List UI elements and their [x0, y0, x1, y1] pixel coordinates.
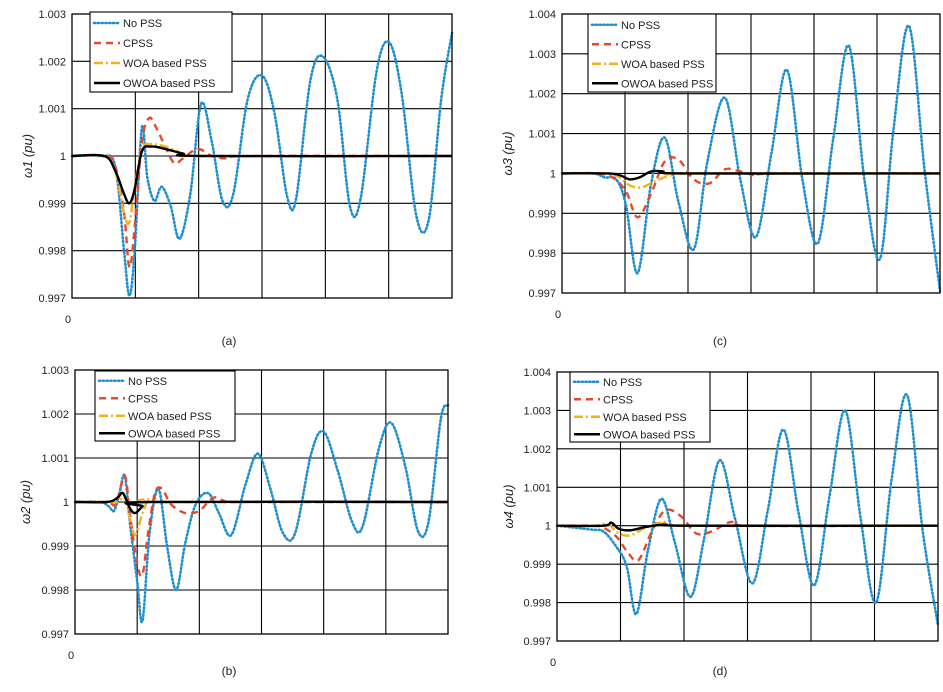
- legend-label: OWOA based PSS: [621, 78, 713, 90]
- legend-label: No PSS: [123, 18, 162, 30]
- panel-caption: (c): [713, 334, 727, 348]
- chart-panel-0: 0.997 0.998 0.999 1 1.001 1.002 1.003 0 No PSS CP…: [20, 9, 454, 348]
- y-tick-label: 0.997: [41, 629, 69, 641]
- y-tick-label: 1.003: [38, 9, 66, 21]
- y-tick-label: 0.999: [523, 559, 551, 571]
- y-tick-label: 0.999: [41, 541, 69, 553]
- y-tick-label: 0.999: [528, 208, 556, 220]
- y-tick-label: 0.997: [523, 636, 551, 648]
- y-tick-label: 1.001: [41, 453, 69, 465]
- legend: No PSS CPSS WOA based PSS OWOA based PSS: [94, 370, 236, 442]
- legend-label: No PSS: [128, 376, 167, 388]
- legend-label: WOA based PSS: [123, 58, 207, 70]
- panel-caption: (a): [222, 334, 237, 348]
- series-line-woa: [75, 495, 449, 537]
- y-axis-label: ω3 (pu): [500, 131, 515, 175]
- y-tick-label: 1.004: [528, 9, 556, 21]
- series-line-owoa: [561, 169, 941, 181]
- y-tick-label: 1.003: [528, 49, 556, 61]
- series-line-nopss: [560, 24, 942, 293]
- plot-border: [71, 13, 453, 299]
- series-line-woa: [561, 172, 941, 189]
- series-line-owoa: [74, 491, 449, 515]
- x-tick-label: 0: [65, 314, 71, 326]
- chart-panel-3: 0.997 0.998 0.999 1 1.001 1.002 1.003 1.004 0 No …: [501, 367, 940, 678]
- y-tick-label: 0.998: [523, 598, 551, 610]
- panel-caption: (d): [713, 664, 728, 678]
- series-line-woa: [556, 520, 939, 537]
- x-tick-label: 0: [550, 657, 556, 669]
- y-tick-label: 1.001: [523, 482, 551, 494]
- legend-label: No PSS: [603, 377, 642, 389]
- legend: No PSS CPSS WOA based PSS OWOA based PSS: [89, 11, 233, 93]
- y-axis-label: ω1 (pu): [20, 134, 35, 178]
- legend: No PSS CPSS WOA based PSS OWOA based PSS: [569, 371, 711, 443]
- y-tick-label: 1: [545, 521, 551, 533]
- y-tick-label: 1: [60, 151, 66, 163]
- panel-caption: (b): [222, 664, 237, 678]
- legend-box: [587, 13, 717, 93]
- series-line-cpss: [556, 508, 939, 563]
- y-tick-label: 0.998: [528, 248, 556, 260]
- legend-label: WOA based PSS: [621, 59, 705, 71]
- y-tick-label: 1.002: [528, 89, 556, 101]
- legend-label: OWOA based PSS: [128, 428, 220, 440]
- chart-panel-1: 0.997 0.998 0.999 1 1.001 1.002 1.003 1.004 0 No …: [500, 9, 942, 348]
- y-tick-label: 1: [63, 497, 69, 509]
- y-axis-label: ω2 (pu): [18, 480, 33, 524]
- legend-box: [89, 11, 233, 93]
- x-tick-label: 0: [555, 309, 561, 321]
- y-tick-label: 1.002: [41, 409, 69, 421]
- legend-label: WOA based PSS: [603, 412, 687, 424]
- legend-label: CPSS: [621, 39, 651, 51]
- y-tick-label: 1: [550, 168, 556, 180]
- legend-label: OWOA based PSS: [603, 429, 695, 441]
- y-tick-label: 0.998: [38, 246, 66, 258]
- legend: No PSS CPSS WOA based PSS OWOA based PSS: [587, 13, 717, 93]
- y-tick-label: 0.997: [38, 293, 66, 305]
- y-tick-label: 0.997: [528, 288, 556, 300]
- y-tick-label: 0.999: [38, 198, 66, 210]
- plot-border: [74, 369, 449, 635]
- legend-label: WOA based PSS: [128, 411, 212, 423]
- y-tick-label: 1.002: [523, 444, 551, 456]
- y-tick-label: 1.003: [41, 365, 69, 377]
- plot-border: [561, 13, 941, 294]
- series-line-cpss: [561, 156, 941, 219]
- plot-border: [556, 371, 939, 642]
- series-line-owoa: [71, 145, 453, 205]
- legend-label: OWOA based PSS: [123, 78, 215, 90]
- series-line-owoa: [556, 521, 939, 532]
- legend-box: [569, 371, 711, 443]
- y-tick-label: 1.001: [528, 129, 556, 141]
- y-tick-label: 1.004: [523, 367, 551, 379]
- chart-panel-2: 0.997 0.998 0.999 1 1.001 1.002 1.003 0 No PSS CP…: [18, 365, 450, 678]
- y-tick-label: 1.001: [38, 104, 66, 116]
- series-line-nopss: [555, 393, 940, 627]
- y-tick-label: 0.998: [41, 585, 69, 597]
- legend-label: CPSS: [123, 38, 153, 50]
- y-axis-label: ω4 (pu): [501, 484, 516, 528]
- legend-label: CPSS: [128, 393, 158, 405]
- legend-box: [94, 370, 236, 442]
- legend-label: CPSS: [603, 394, 633, 406]
- y-tick-label: 1.003: [523, 405, 551, 417]
- y-tick-label: 1.002: [38, 56, 66, 68]
- x-tick-label: 0: [68, 650, 74, 662]
- legend-label: No PSS: [621, 20, 660, 32]
